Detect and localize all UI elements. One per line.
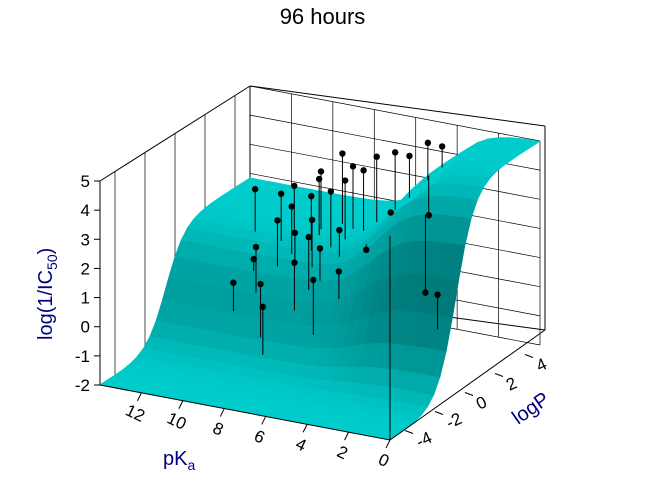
data-point (360, 167, 367, 174)
response-surface (99, 137, 541, 441)
data-point (305, 233, 312, 241)
y-tick-label: 0 (473, 392, 490, 413)
data-point (327, 188, 335, 195)
z-tick-label: 5 (81, 172, 90, 191)
z-tick-label: -2 (75, 376, 90, 395)
data-point (274, 217, 281, 224)
y-tick-label: -4 (413, 428, 435, 452)
z-axis-label: log(1/IC50) (35, 248, 60, 340)
data-point (336, 226, 343, 234)
z-tick-label: 0 (81, 318, 90, 337)
data-point (291, 229, 299, 237)
data-point (424, 139, 432, 147)
back-gridline (249, 85, 541, 142)
data-point (434, 291, 441, 298)
data-point (257, 280, 264, 288)
z-tick-label: 2 (81, 259, 90, 278)
y-tick-label: -2 (443, 409, 465, 433)
y-tick-mark (434, 411, 444, 415)
y-tick-mark (524, 354, 534, 358)
x-tick-label: 8 (210, 418, 227, 439)
x-tick-mark (344, 431, 350, 441)
data-point (422, 289, 429, 296)
plot-box-front (99, 236, 546, 441)
data-point (406, 152, 413, 160)
x-tick-mark (302, 424, 308, 433)
x-tick-mark (178, 400, 184, 409)
y-tick-mark (464, 392, 474, 396)
x-tick-label: 0 (375, 450, 392, 471)
z-tick-label: 4 (81, 201, 90, 220)
x-tick-mark (385, 439, 391, 449)
data-point (250, 255, 257, 263)
x-tick-label: 4 (293, 434, 310, 455)
surface-facet (242, 177, 262, 185)
data-point (425, 212, 432, 219)
data-point (391, 149, 399, 156)
box-edge (249, 85, 546, 127)
y-axis-label: logP (508, 388, 553, 429)
data-point (341, 177, 349, 184)
data-point (373, 153, 380, 160)
y-tick-label: 4 (533, 354, 550, 375)
x-tick-label: 6 (251, 426, 268, 447)
data-point (310, 276, 317, 284)
data-point (438, 143, 446, 150)
box-edge (389, 329, 546, 441)
z-tick-label: 3 (81, 230, 90, 249)
y-tick-mark (494, 373, 504, 377)
data-point (259, 303, 267, 311)
data-point (339, 150, 346, 157)
data-point (291, 259, 298, 266)
data-point (363, 246, 370, 253)
data-point (335, 268, 343, 275)
box-edge (99, 384, 391, 441)
x-tick-label: 2 (334, 442, 351, 463)
data-point (316, 245, 324, 252)
data-point (277, 190, 285, 197)
z-tick-label: -1 (75, 347, 90, 366)
x-axis-label: pKa (163, 448, 195, 473)
data-points (230, 139, 446, 311)
x-tick-mark (219, 408, 225, 417)
chart-title: 96 hours (279, 4, 366, 29)
x-tick-label: 10 (164, 409, 189, 434)
z-tick-label: 1 (81, 289, 90, 308)
data-point (252, 243, 260, 251)
data-point (291, 182, 298, 190)
data-point (317, 168, 325, 175)
x-tick-label: 12 (123, 401, 148, 426)
y-tick-mark (404, 430, 414, 434)
y-tick-label: 2 (503, 373, 520, 394)
data-point (230, 279, 237, 286)
data-point (308, 192, 315, 200)
data-point (288, 203, 295, 210)
data-point (315, 175, 323, 183)
z-axis-ticks: -2 -1 0 1 2 3 4 5 (75, 172, 100, 395)
x-tick-mark (261, 416, 267, 425)
data-point (387, 209, 394, 216)
data-point (251, 186, 259, 193)
x-tick-mark (136, 392, 142, 402)
data-point (349, 163, 357, 170)
data-point (308, 216, 316, 224)
